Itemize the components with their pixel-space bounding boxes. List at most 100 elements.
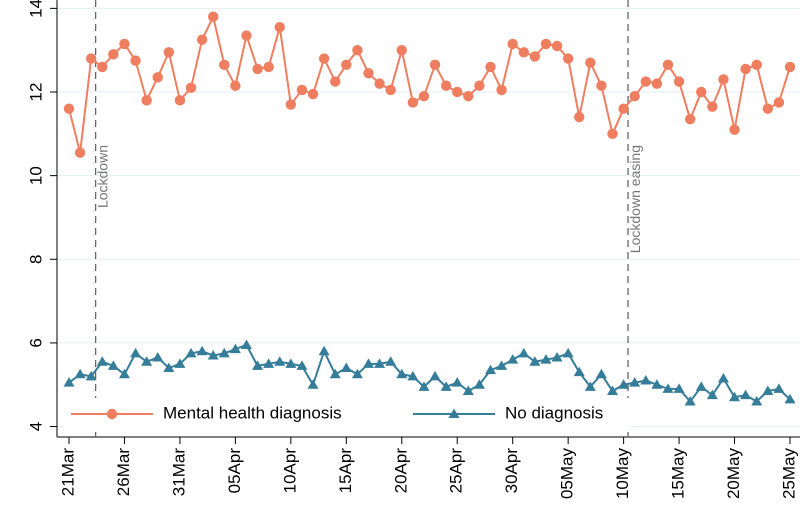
data-point bbox=[285, 358, 297, 368]
data-point bbox=[562, 53, 574, 64]
data-point bbox=[407, 97, 419, 108]
data-point bbox=[618, 379, 630, 389]
data-point bbox=[418, 381, 430, 391]
data-point bbox=[429, 59, 441, 71]
data-point bbox=[629, 377, 641, 387]
data-point bbox=[740, 389, 752, 400]
data-point bbox=[307, 379, 319, 389]
data-point bbox=[551, 40, 563, 52]
data-point bbox=[462, 385, 474, 395]
data-point bbox=[574, 111, 585, 123]
data-point bbox=[329, 368, 341, 379]
data-point bbox=[174, 95, 186, 106]
data-point bbox=[385, 84, 396, 96]
data-point bbox=[396, 44, 407, 56]
data-point bbox=[274, 21, 285, 33]
data-point bbox=[784, 61, 796, 73]
data-point bbox=[263, 358, 275, 368]
x-tick-label: 10May bbox=[613, 448, 632, 500]
data-point bbox=[707, 101, 718, 112]
data-point bbox=[118, 368, 130, 379]
data-point bbox=[662, 59, 674, 71]
data-point bbox=[596, 80, 607, 91]
data-point bbox=[130, 55, 141, 66]
x-tick-label: 20Apr bbox=[391, 448, 410, 494]
data-point bbox=[729, 124, 740, 135]
x-tick-label: 05May bbox=[558, 448, 577, 500]
data-point bbox=[607, 385, 619, 395]
data-point bbox=[285, 99, 297, 110]
data-point bbox=[562, 347, 574, 358]
data-point bbox=[174, 358, 186, 368]
data-point bbox=[540, 38, 552, 50]
data-point bbox=[141, 95, 152, 106]
data-point bbox=[784, 393, 796, 404]
data-point bbox=[207, 349, 219, 360]
data-point bbox=[684, 395, 696, 406]
data-point bbox=[496, 360, 508, 370]
x-tick-label: 31Mar bbox=[169, 448, 188, 497]
data-point bbox=[296, 360, 308, 370]
data-point bbox=[318, 53, 330, 64]
data-point bbox=[507, 38, 518, 50]
data-point bbox=[607, 128, 618, 140]
data-point bbox=[695, 381, 707, 391]
x-tick-label: 25Apr bbox=[447, 448, 466, 494]
annotation-label: Lockdown bbox=[94, 145, 110, 208]
data-point bbox=[407, 370, 419, 381]
data-point bbox=[163, 47, 175, 58]
data-point bbox=[107, 360, 119, 370]
data-point bbox=[396, 368, 408, 379]
data-point bbox=[673, 76, 685, 87]
y-tick-label: 14 bbox=[26, 0, 45, 18]
data-point bbox=[651, 379, 663, 389]
data-point bbox=[85, 370, 97, 381]
x-tick-label: 15May bbox=[669, 448, 688, 500]
data-point bbox=[108, 49, 119, 60]
legend: Mental health diagnosis No diagnosis bbox=[63, 398, 629, 430]
data-point bbox=[63, 103, 75, 114]
data-point bbox=[474, 80, 485, 91]
data-point bbox=[584, 381, 596, 391]
data-point bbox=[618, 103, 629, 114]
data-point bbox=[473, 379, 485, 389]
data-point bbox=[452, 86, 463, 98]
data-point bbox=[74, 368, 86, 379]
data-point bbox=[218, 347, 230, 358]
x-tick-label: 05Apr bbox=[225, 448, 244, 494]
x-tick-label: 21Mar bbox=[58, 448, 77, 497]
data-point bbox=[362, 358, 374, 368]
y-tick-label: 12 bbox=[26, 83, 45, 102]
data-point bbox=[773, 383, 785, 393]
data-point bbox=[585, 57, 596, 68]
data-point bbox=[374, 358, 386, 368]
data-point bbox=[762, 385, 774, 395]
data-point bbox=[340, 362, 352, 372]
data-point bbox=[196, 34, 208, 45]
data-point bbox=[485, 61, 496, 73]
data-point bbox=[229, 343, 241, 354]
data-point bbox=[740, 63, 751, 75]
data-point bbox=[718, 74, 729, 85]
data-point bbox=[208, 11, 219, 22]
legend-marker bbox=[106, 408, 118, 420]
data-point bbox=[673, 383, 685, 393]
data-point bbox=[352, 44, 363, 56]
legend-label: Mental health diagnosis bbox=[163, 403, 342, 422]
data-point bbox=[230, 80, 241, 91]
y-tick-label: 8 bbox=[26, 255, 45, 264]
data-point bbox=[640, 375, 652, 385]
data-point bbox=[363, 67, 374, 79]
legend-box bbox=[63, 398, 629, 430]
data-point bbox=[418, 90, 430, 102]
data-point bbox=[119, 38, 130, 50]
data-point bbox=[485, 364, 497, 375]
data-point bbox=[551, 352, 563, 362]
y-tick-label: 6 bbox=[26, 338, 45, 347]
y-tick-label: 10 bbox=[26, 166, 45, 185]
series-line bbox=[68, 343, 791, 404]
data-point bbox=[130, 347, 142, 358]
data-point bbox=[729, 391, 741, 402]
data-point bbox=[706, 389, 718, 400]
data-point bbox=[96, 356, 108, 366]
